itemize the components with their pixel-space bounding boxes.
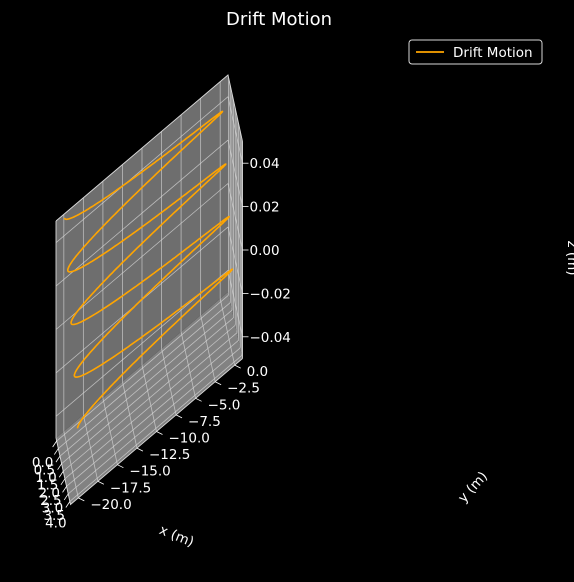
z-tick-label: −0.02 <box>250 286 291 302</box>
grid-z-left <box>55 183 229 330</box>
axes-panes <box>56 75 243 505</box>
x-tick-label: 0.0 <box>32 455 53 471</box>
y-tick-label: −5.0 <box>208 397 241 413</box>
z-tick-label: −0.04 <box>250 330 291 346</box>
y-tick-label: −7.5 <box>188 414 221 430</box>
x-tick-label: 4.0 <box>45 515 66 531</box>
grid-y-floor <box>102 398 118 465</box>
x-tick-label: 2.5 <box>40 493 61 509</box>
x-tick-mark <box>60 478 66 486</box>
y-tick-mark <box>234 364 241 369</box>
z-axis-label: z (m) <box>564 240 574 275</box>
grid-y-floor <box>180 331 196 399</box>
legend: Drift Motion <box>408 39 543 65</box>
tick-labels: 0.00.51.01.52.02.53.03.54.00.0−2.5−5.0−7… <box>32 156 291 531</box>
y-tick-label: −20.0 <box>90 497 131 513</box>
y-tick-label: −15.0 <box>129 464 170 480</box>
y-tick-label: −12.5 <box>149 447 190 463</box>
x-tick-mark <box>63 493 69 501</box>
z-tick-label: 0.00 <box>250 243 280 259</box>
x-tick-mark <box>58 471 64 478</box>
chart-title: Drift Motion <box>226 9 332 30</box>
x-tick-label: 2.0 <box>39 485 60 501</box>
y-tick-mark <box>156 431 163 435</box>
grid-z-left <box>55 96 229 244</box>
legend-label: Drift Motion <box>453 45 533 61</box>
axis-edges <box>55 74 243 506</box>
z-tick-label: 0.04 <box>250 156 280 172</box>
grid-y-floor <box>200 315 216 382</box>
y-tick-mark <box>78 497 85 502</box>
y-axis-label: y (m) <box>455 469 491 506</box>
x-tick-label: 1.5 <box>37 478 58 494</box>
series-line-drift-motion <box>63 110 234 429</box>
z-tick-label: 0.02 <box>250 200 280 216</box>
x-tick-label: 3.5 <box>43 508 64 524</box>
x-tick-mark <box>57 463 62 470</box>
grid-lines <box>55 78 243 502</box>
y-tick-mark <box>97 480 105 485</box>
grid-z-back <box>227 226 243 294</box>
grid-y-floor <box>63 431 79 498</box>
x-tick-mark <box>53 448 59 455</box>
grid-z-left <box>55 139 229 287</box>
x-tick-label: 3.0 <box>42 500 63 516</box>
y-tick-mark <box>214 381 222 386</box>
y-tick-mark <box>195 397 202 402</box>
legend-frame <box>408 39 543 65</box>
x-tick-mark <box>55 455 61 463</box>
grid-z-back <box>227 270 243 337</box>
grid-y-floor <box>122 381 138 449</box>
box-top-edge <box>55 74 243 222</box>
box-floor-edge <box>55 358 243 506</box>
y-tick-mark <box>117 464 124 469</box>
y-tick-label: 0.0 <box>247 364 268 380</box>
series-layer <box>63 110 234 429</box>
y-tick-label: −17.5 <box>110 480 151 496</box>
grid-y-floor <box>219 298 236 366</box>
y-tick-label: −10.0 <box>169 431 210 447</box>
grid-z-back <box>227 183 243 251</box>
x-axis-label: x (m) <box>157 522 196 550</box>
grid-y-floor <box>161 348 177 415</box>
x-tick-mark <box>52 440 57 448</box>
grid-z-back <box>227 140 243 207</box>
y-tick-label: −2.5 <box>227 381 260 397</box>
x-tick-mark <box>65 501 71 508</box>
grid-z-back <box>227 96 243 164</box>
x-tick-label: 0.5 <box>34 463 55 479</box>
grid-y-floor <box>82 414 99 482</box>
x-tick-label: 1.0 <box>35 470 56 486</box>
x-tick-mark <box>62 486 67 493</box>
y-tick-mark <box>136 447 144 452</box>
grid-y-floor <box>141 364 157 432</box>
y-tick-mark <box>175 414 183 419</box>
